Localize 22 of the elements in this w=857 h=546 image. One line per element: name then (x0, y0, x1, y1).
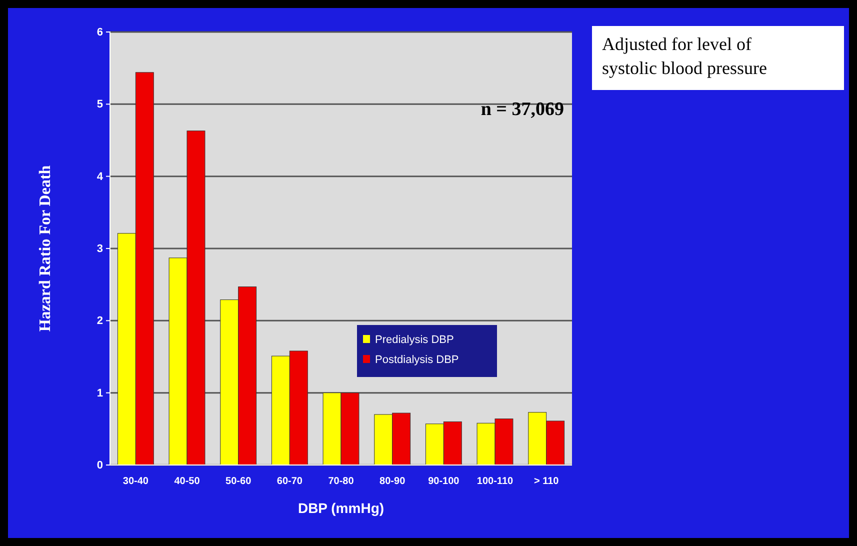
x-tick-label: > 110 (534, 476, 560, 488)
y-axis-title: Hazard Ratio For Death (37, 165, 54, 332)
x-tick-label: 80-90 (380, 476, 406, 488)
text: Adjusted for level of systolic blood pressure (602, 34, 767, 78)
x-tick-label: 40-50 (174, 476, 200, 488)
x-tick-label: 90-100 (428, 476, 460, 488)
legend-label: Predialysis DBP (375, 334, 454, 346)
y-tick-label: 5 (96, 98, 103, 111)
x-tick-label: 60-70 (276, 476, 303, 488)
x-tick-label: 70-80 (328, 476, 354, 488)
y-tick-label: 3 (96, 243, 103, 256)
y-tick-label: 2 (96, 315, 103, 328)
y-tick-label: 0 (96, 460, 103, 472)
x-tick-label: 50-60 (226, 476, 252, 488)
y-tick-label: 6 (96, 26, 103, 39)
x-tick-label: 30-40 (122, 476, 149, 488)
annotation: n = 37,069 (480, 98, 564, 120)
y-tick-label: 1 (96, 387, 103, 400)
x-tick-label: 100-110 (476, 476, 514, 488)
y-tick-label: 4 (96, 170, 104, 183)
legend-label: Postdialysis DBP (375, 354, 459, 366)
x-axis-title: DBP (mmHg) (298, 500, 384, 516)
